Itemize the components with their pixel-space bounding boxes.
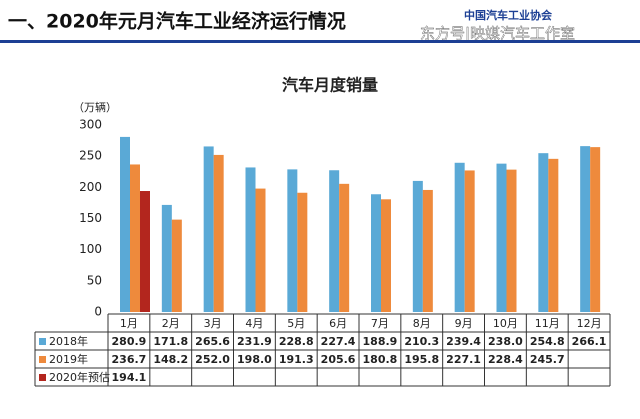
legend-label: 2018年	[49, 334, 88, 348]
table-value: 195.8	[404, 353, 439, 366]
bar	[381, 199, 391, 312]
bar	[464, 170, 475, 312]
bar	[203, 146, 214, 312]
x-tick-label: 1月	[120, 317, 138, 330]
table-value: 227.4	[321, 335, 356, 348]
table-value: 266.1	[572, 335, 607, 348]
chart-title: 汽车月度销量	[282, 76, 378, 95]
bar	[371, 194, 381, 312]
bar	[422, 189, 433, 312]
bar	[130, 164, 140, 312]
bar	[140, 191, 150, 312]
table-value: 210.3	[404, 335, 439, 348]
bar	[506, 169, 517, 312]
bar	[213, 154, 224, 312]
y-axis-label: （万辆）	[73, 100, 117, 114]
x-tick-label: 7月	[371, 317, 389, 330]
y-tick-label: 200	[79, 180, 102, 194]
table-value: 231.9	[237, 335, 272, 348]
bar	[329, 170, 340, 312]
x-tick-label: 3月	[204, 317, 222, 330]
page-title: 一、2020年元月汽车工业经济运行情况	[8, 10, 346, 33]
table-value: 148.2	[153, 353, 188, 366]
table-value: 245.7	[530, 353, 565, 366]
table-value: 254.8	[530, 335, 565, 348]
y-tick-label: 50	[87, 273, 102, 287]
table-value: 252.0	[195, 353, 230, 366]
x-tick-label: 8月	[413, 317, 431, 330]
legend-swatch	[39, 374, 46, 381]
bar	[454, 162, 465, 312]
table-value: 180.8	[363, 353, 398, 366]
table-value: 236.7	[112, 353, 147, 366]
table-value: 171.8	[153, 335, 188, 348]
bar	[255, 188, 266, 312]
x-tick-label: 9月	[455, 317, 473, 330]
table-value: 198.0	[237, 353, 272, 366]
x-tick-label: 4月	[245, 317, 263, 330]
bar	[590, 147, 601, 312]
x-tick-label: 10月	[493, 317, 518, 330]
y-tick-label: 250	[79, 149, 102, 163]
bar	[120, 136, 130, 312]
legend-swatch	[39, 356, 46, 363]
bar	[548, 158, 559, 312]
x-tick-label: 2月	[162, 317, 180, 330]
bar	[161, 204, 172, 312]
table-value: 228.4	[488, 353, 523, 366]
legend-label: 2020年预估	[49, 370, 110, 384]
table-value: 188.9	[363, 335, 398, 348]
x-tick-label: 11月	[535, 317, 560, 330]
table-value: 228.8	[279, 335, 314, 348]
bar	[496, 163, 507, 312]
x-tick-label: 6月	[329, 317, 347, 330]
x-tick-label: 5月	[287, 317, 305, 330]
header-rule	[0, 40, 640, 43]
x-tick-label: 12月	[577, 317, 602, 330]
y-tick-label: 100	[79, 242, 102, 256]
table-value: 280.9	[112, 335, 147, 348]
bar	[297, 192, 308, 312]
table-value: 191.3	[279, 353, 314, 366]
bar	[339, 183, 350, 312]
table-value: 227.1	[446, 353, 481, 366]
table-value: 205.6	[321, 353, 356, 366]
table-value: 265.6	[195, 335, 230, 348]
bar	[538, 153, 549, 312]
bar	[287, 169, 298, 312]
table-value: 194.1	[112, 371, 147, 384]
watermark: 东方号|映媒汽车工作室	[420, 25, 575, 43]
bar	[171, 219, 182, 312]
logo: 中国汽车工业协会	[464, 8, 553, 22]
table-value: 239.4	[446, 335, 481, 348]
bar	[580, 146, 591, 312]
legend-swatch	[39, 338, 46, 345]
bar	[412, 180, 423, 312]
legend-label: 2019年	[49, 352, 88, 366]
bar	[245, 167, 256, 312]
y-tick-label: 150	[79, 211, 102, 225]
y-tick-label: 0	[94, 305, 102, 319]
table-value: 238.0	[488, 335, 523, 348]
y-tick-label: 300	[79, 118, 102, 132]
